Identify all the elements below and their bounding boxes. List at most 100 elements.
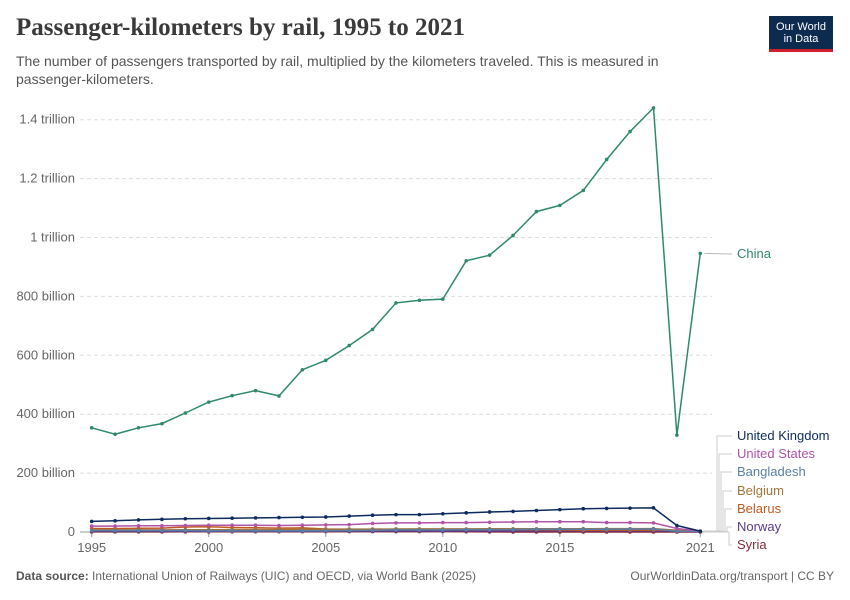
data-point-china[interactable] (89, 425, 94, 430)
data-point-bangladesh[interactable] (534, 527, 539, 532)
data-point-united-states[interactable] (675, 526, 679, 531)
data-point-united-states[interactable] (651, 521, 656, 525)
data-point-united-states[interactable] (604, 520, 609, 525)
series-label-china[interactable]: China (737, 246, 772, 261)
data-point-united-states[interactable] (160, 524, 164, 528)
data-point-china[interactable] (534, 209, 539, 214)
series-label-united-states[interactable]: United States (737, 446, 816, 461)
data-point-united-states[interactable] (628, 520, 632, 525)
data-point-bangladesh[interactable] (347, 528, 351, 533)
data-source-text[interactable]: International Union of Railways (UIC) an… (92, 569, 476, 583)
data-point-bangladesh[interactable] (323, 529, 328, 533)
data-point-china[interactable] (417, 298, 422, 303)
data-point-bangladesh[interactable] (487, 527, 492, 532)
data-point-bangladesh[interactable] (230, 529, 234, 533)
data-point-china[interactable] (581, 188, 586, 193)
data-point-china[interactable] (300, 367, 305, 372)
data-point-united-states[interactable] (206, 523, 211, 528)
footer-link[interactable]: OurWorldinData.org/transport | CC BY (630, 569, 834, 583)
data-point-united-states[interactable] (347, 522, 351, 527)
data-point-united-kingdom[interactable] (160, 517, 164, 522)
data-point-united-states[interactable] (253, 523, 258, 528)
data-point-united-kingdom[interactable] (487, 510, 492, 514)
data-point-united-kingdom[interactable] (183, 516, 188, 521)
data-point-bangladesh[interactable] (394, 528, 398, 532)
data-point-china[interactable] (651, 106, 656, 110)
data-point-united-kingdom[interactable] (417, 512, 422, 517)
data-point-china[interactable] (347, 343, 351, 348)
data-point-bangladesh[interactable] (464, 527, 469, 532)
series-line-china[interactable] (91, 106, 702, 436)
data-point-united-kingdom[interactable] (277, 515, 281, 520)
series-label-norway[interactable]: Norway (737, 519, 782, 534)
data-point-united-kingdom[interactable] (370, 513, 375, 518)
data-point-china[interactable] (394, 301, 398, 305)
data-point-united-states[interactable] (464, 520, 469, 525)
data-point-china[interactable] (487, 253, 492, 257)
data-point-united-states[interactable] (370, 521, 375, 526)
data-point-china[interactable] (511, 233, 515, 238)
data-point-united-kingdom[interactable] (441, 511, 445, 516)
data-point-united-states[interactable] (511, 520, 515, 524)
data-point-united-kingdom[interactable] (698, 529, 703, 533)
data-point-united-states[interactable] (487, 520, 492, 525)
data-point-united-kingdom[interactable] (230, 516, 234, 520)
data-point-united-states[interactable] (323, 523, 328, 527)
data-point-bangladesh[interactable] (89, 528, 94, 533)
data-point-united-kingdom[interactable] (300, 515, 305, 520)
data-point-bangladesh[interactable] (417, 528, 422, 532)
data-point-united-kingdom[interactable] (253, 516, 258, 520)
data-point-united-kingdom[interactable] (89, 519, 94, 524)
data-point-bangladesh[interactable] (558, 527, 562, 532)
data-point-bangladesh[interactable] (160, 528, 164, 533)
data-point-united-states[interactable] (394, 521, 398, 525)
data-point-united-states[interactable] (558, 519, 562, 524)
data-point-bangladesh[interactable] (628, 527, 632, 531)
data-point-united-kingdom[interactable] (347, 514, 351, 518)
data-point-bangladesh[interactable] (370, 528, 375, 533)
data-point-united-kingdom[interactable] (206, 516, 211, 521)
data-point-united-states[interactable] (89, 524, 94, 528)
owid-logo[interactable]: Our World in Data (769, 16, 833, 52)
series-label-united-kingdom[interactable]: United Kingdom (737, 428, 830, 443)
data-point-united-kingdom[interactable] (581, 506, 586, 511)
data-point-bangladesh[interactable] (300, 529, 305, 533)
series-label-belarus[interactable]: Belarus (737, 501, 782, 516)
data-point-united-kingdom[interactable] (323, 515, 328, 519)
data-point-united-kingdom[interactable] (558, 507, 562, 512)
data-point-china[interactable] (558, 203, 562, 208)
data-point-bangladesh[interactable] (183, 528, 188, 533)
data-point-bangladesh[interactable] (511, 527, 515, 532)
data-point-bangladesh[interactable] (604, 527, 609, 532)
data-point-china[interactable] (206, 400, 211, 404)
data-point-china[interactable] (370, 327, 375, 332)
data-point-bangladesh[interactable] (675, 529, 679, 533)
data-point-united-kingdom[interactable] (464, 511, 469, 515)
data-point-china[interactable] (277, 394, 281, 398)
data-point-china[interactable] (183, 411, 188, 415)
data-point-china[interactable] (698, 251, 703, 256)
data-point-china[interactable] (113, 432, 117, 437)
data-point-united-states[interactable] (113, 524, 117, 528)
data-point-united-kingdom[interactable] (651, 506, 656, 510)
series-label-bangladesh[interactable]: Bangladesh (737, 464, 806, 479)
data-point-united-states[interactable] (417, 521, 422, 525)
data-point-bangladesh[interactable] (206, 529, 211, 533)
data-point-china[interactable] (136, 425, 141, 430)
data-point-bangladesh[interactable] (441, 528, 445, 532)
data-point-bangladesh[interactable] (136, 528, 141, 533)
data-point-united-kingdom[interactable] (113, 519, 117, 523)
data-point-bangladesh[interactable] (651, 527, 656, 531)
data-point-bangladesh[interactable] (581, 527, 586, 532)
data-point-china[interactable] (675, 433, 679, 437)
data-point-china[interactable] (323, 358, 328, 363)
data-point-united-kingdom[interactable] (628, 506, 632, 510)
series-label-syria[interactable]: Syria (737, 537, 767, 552)
data-point-united-kingdom[interactable] (511, 509, 515, 514)
series-label-belgium[interactable]: Belgium (737, 483, 784, 498)
data-point-united-kingdom[interactable] (394, 512, 398, 517)
data-point-united-states[interactable] (277, 523, 281, 528)
data-point-bangladesh[interactable] (113, 528, 117, 533)
data-point-china[interactable] (230, 393, 234, 398)
data-point-bangladesh[interactable] (253, 529, 258, 533)
